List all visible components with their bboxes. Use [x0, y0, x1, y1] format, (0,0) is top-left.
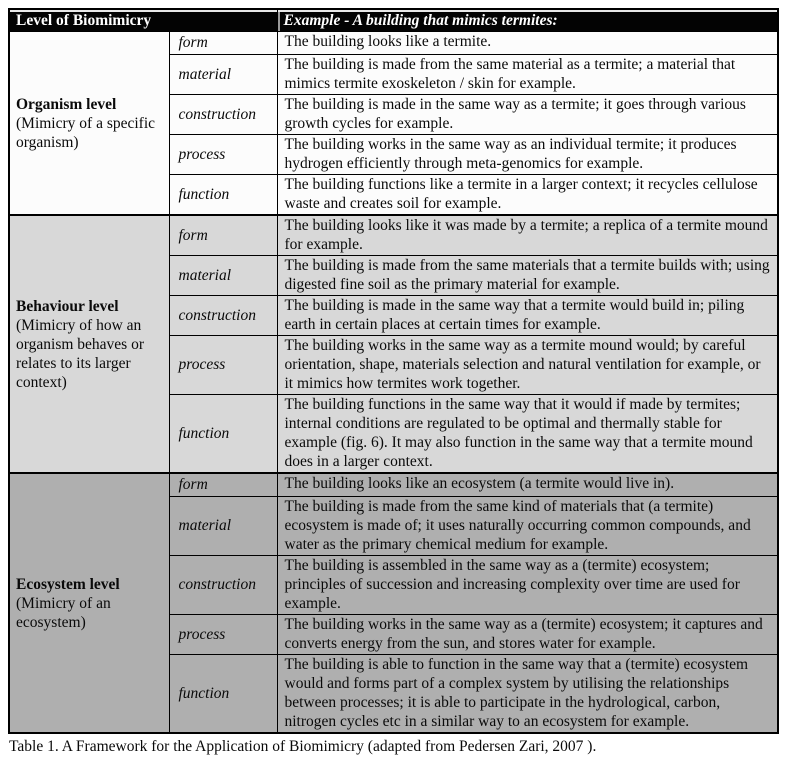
example-cell: The building is made in the same way tha… [276, 295, 779, 336]
sublevel-cell: material [168, 255, 278, 296]
sublevel-cell: process [168, 134, 278, 175]
example-cell: The building functions in the same way t… [276, 394, 779, 474]
sublevel-cell: form [168, 472, 278, 497]
sublevel-cell: function [168, 174, 278, 216]
table-row: Behaviour level (Mimicry of how an organ… [8, 214, 779, 474]
example-cell: The building is made from the same mater… [276, 255, 779, 296]
example-cell: The building is assembled in the same wa… [276, 555, 779, 615]
level-name: Organism level [16, 95, 117, 113]
table-row: Ecosystem level (Mimicry of an ecosystem… [8, 472, 779, 734]
level-cell-ecosystem: Ecosystem level (Mimicry of an ecosystem… [8, 472, 170, 734]
table-row: process The building works in the same w… [9, 134, 779, 175]
level-description: (Mimicry of how an organism behaves or r… [16, 316, 144, 391]
example-cell: The building works in the same way as a … [276, 335, 779, 395]
table-caption: Table 1. A Framework for the Application… [9, 738, 597, 755]
sublevel-cell: material [168, 54, 278, 95]
example-cell: The building looks like it was made by a… [276, 214, 779, 256]
example-cell: The building is able to function in the … [276, 654, 779, 734]
level-description: (Mimicry of an ecosystem) [16, 594, 111, 631]
biomimicry-table: Level of Biomimicry Example - A building… [8, 8, 779, 734]
sublevel-cell: function [168, 394, 278, 474]
sublevel-cell: construction [168, 295, 278, 336]
example-cell: The building looks like an ecosystem (a … [276, 472, 779, 497]
table-row: material The building is made from the s… [9, 496, 779, 556]
example-cell: The building is made from the same mater… [276, 54, 779, 95]
table-row: construction The building is made in the… [9, 295, 779, 336]
table-row: material The building is made from the s… [9, 255, 779, 296]
table-row: function The building functions like a t… [9, 174, 779, 216]
level-cell-organism: Organism level (Mimicry of a specific or… [8, 31, 170, 216]
example-cell: The building is made from the same kind … [276, 496, 779, 556]
level-cell-behaviour: Behaviour level (Mimicry of how an organ… [8, 214, 170, 474]
example-cell: The building works in the same way as an… [276, 134, 779, 175]
sublevel-cell: process [168, 614, 278, 655]
table-row: construction The building is made in the… [9, 94, 779, 135]
sublevel-cell: form [168, 31, 278, 55]
header-row: Level of Biomimicry Example - A building… [8, 8, 779, 32]
level-name: Ecosystem level [16, 575, 120, 593]
sublevel-cell: material [168, 496, 278, 556]
sublevel-cell: function [168, 654, 278, 734]
table-row: process The building works in the same w… [9, 335, 779, 395]
sublevel-cell: process [168, 335, 278, 395]
sublevel-cell: construction [168, 94, 278, 135]
table-row: material The building is made from the s… [9, 54, 779, 95]
example-cell: The building works in the same way as a … [276, 614, 779, 655]
example-cell: The building is made in the same way as … [276, 94, 779, 135]
sublevel-cell: form [168, 214, 278, 256]
header-level-of-biomimicry: Level of Biomimicry [8, 8, 278, 32]
table-row: construction The building is assembled i… [9, 555, 779, 615]
example-cell: The building looks like a termite. [276, 31, 779, 55]
example-cell: The building functions like a termite in… [276, 174, 779, 216]
table-row: Organism level (Mimicry of a specific or… [8, 31, 779, 216]
level-description: (Mimicry of a specific organism) [16, 114, 156, 151]
header-example: Example - A building that mimics termite… [276, 8, 779, 32]
level-name: Behaviour level [16, 297, 119, 315]
sublevel-cell: construction [168, 555, 278, 615]
table-row: function The building functions in the s… [9, 394, 779, 474]
table-row: process The building works in the same w… [9, 614, 779, 655]
